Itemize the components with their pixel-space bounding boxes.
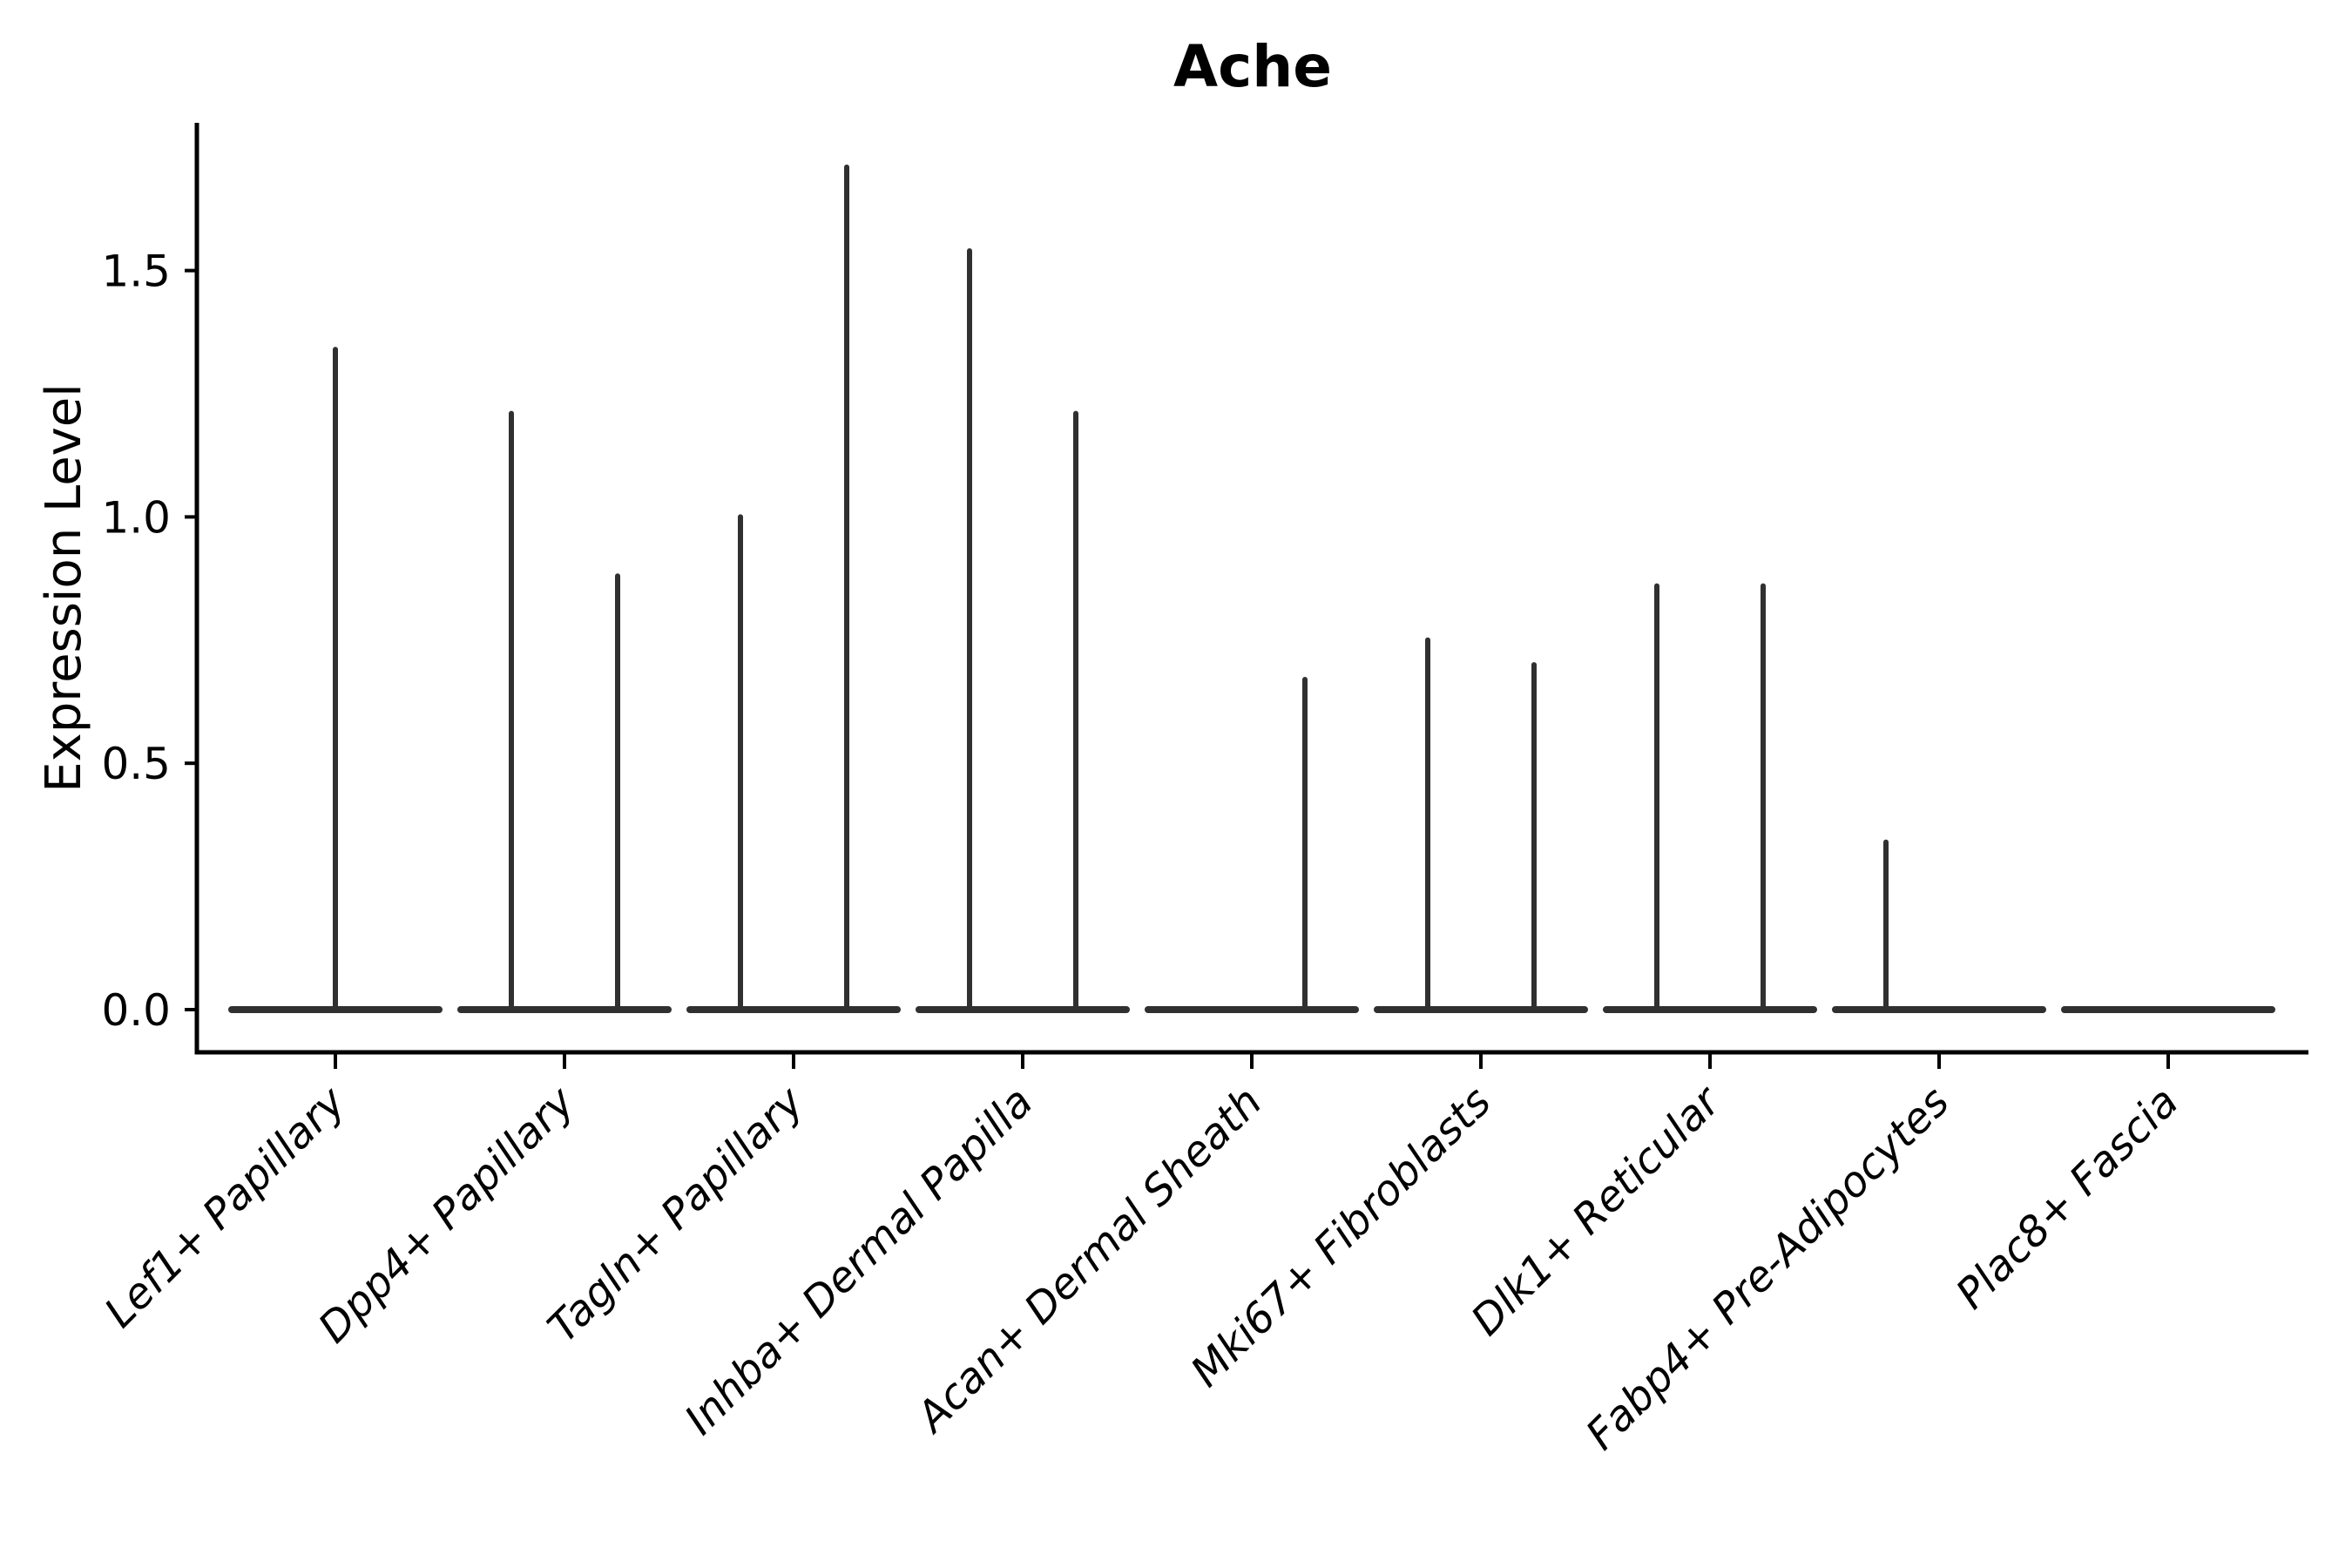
x-tick-label: Dpp4+ Papillary <box>309 1077 585 1352</box>
y-tick-label: 1.0 <box>101 492 171 543</box>
chart-title: Ache <box>1173 33 1332 100</box>
y-tick-label: 0.5 <box>101 739 171 789</box>
x-tick-label: Plac8+ Fascia <box>1947 1078 2188 1319</box>
y-axis-ticks: 0.0 0.5 1.0 1.5 <box>101 247 197 1036</box>
x-tick-label: Tagln+ Papillary <box>538 1077 814 1352</box>
x-tick-label: Dlk1+ Reticular <box>1462 1076 1732 1346</box>
x-tick-label: Fabp4+ Pre-Adipocytes <box>1577 1078 1959 1460</box>
x-tick-label: Lef1+ Papillary <box>95 1077 355 1337</box>
x-axis-ticks <box>334 1052 2170 1069</box>
y-axis-label: Expression Level <box>36 383 92 793</box>
y-tick-label: 0.0 <box>101 985 171 1036</box>
violins <box>228 164 2275 1013</box>
y-tick-label: 1.5 <box>101 247 171 297</box>
